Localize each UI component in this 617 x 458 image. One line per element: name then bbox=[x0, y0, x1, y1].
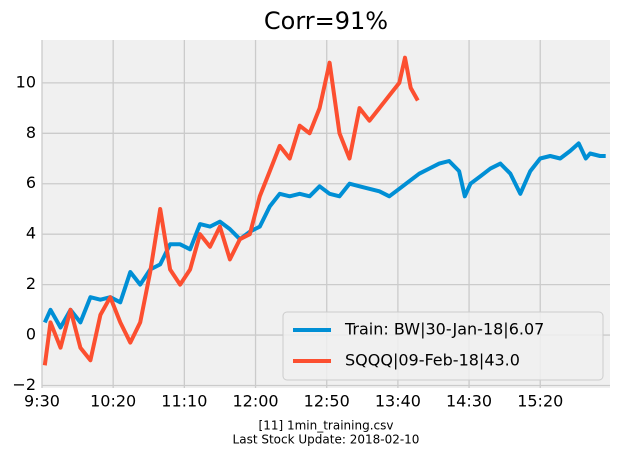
x-tick-label: 12:50 bbox=[304, 392, 350, 411]
y-tick-label: 4 bbox=[26, 224, 36, 243]
y-tick-label: 6 bbox=[26, 173, 36, 192]
x-tick-label: 10:20 bbox=[90, 392, 136, 411]
legend-box bbox=[282, 311, 604, 381]
x-tick-label: 15:20 bbox=[517, 392, 563, 411]
legend-label: Train: BW|30-Jan-18|6.07 bbox=[344, 320, 544, 339]
y-tick-label: 2 bbox=[26, 274, 36, 293]
y-tick-label: −2 bbox=[12, 375, 36, 394]
x-tick-label: 12:00 bbox=[232, 392, 278, 411]
x-tick-label: 11:10 bbox=[161, 392, 207, 411]
series-line bbox=[42, 55, 420, 366]
series-line bbox=[42, 141, 606, 330]
y-tick-label: 8 bbox=[26, 123, 36, 142]
x-tick-label: 14:30 bbox=[446, 392, 492, 411]
legend-label: SQQQ|09-Feb-18|43.0 bbox=[345, 351, 520, 370]
x-tick-label: 9:30 bbox=[24, 392, 60, 411]
y-tick-label: 0 bbox=[26, 325, 36, 344]
y-tick-label: 10 bbox=[16, 72, 36, 91]
x-tick-label: 13:40 bbox=[375, 392, 421, 411]
chart-title: Corr=91% bbox=[264, 7, 388, 35]
legend: Train: BW|30-Jan-18|6.07 SQQQ|09-Feb-18|4… bbox=[282, 311, 604, 381]
footer-line: [11] 1min_training.csv bbox=[259, 419, 394, 433]
footer-line: Last Stock Update: 2018-02-10 bbox=[233, 433, 420, 447]
